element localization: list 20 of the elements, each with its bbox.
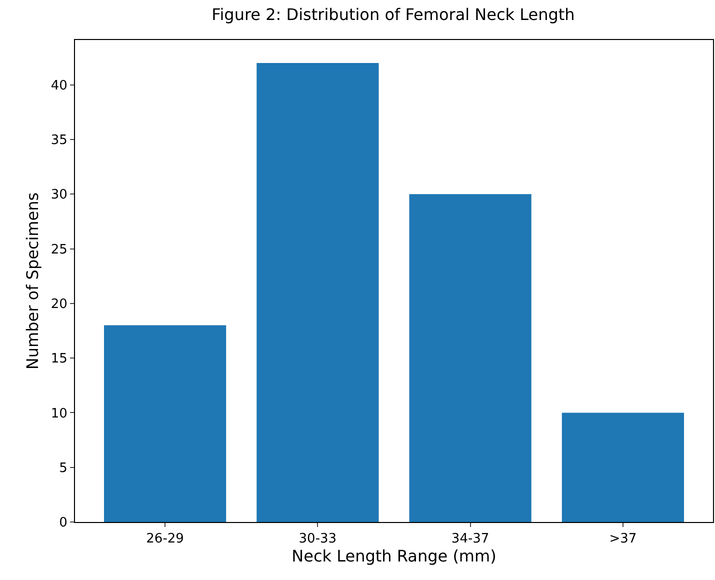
x-tick-label: 26-29 [146,532,184,547]
x-tick-label: >37 [609,532,637,547]
y-tick-label: 5 [59,460,68,476]
y-axis-title: Number of Specimens [22,192,42,370]
y-tick-label: 35 [50,133,68,148]
y-tick-label: 10 [50,406,68,422]
y-tick-label: 40 [50,78,68,94]
y-tick-label: 20 [50,296,68,312]
x-tick-label: 34-37 [451,532,490,547]
y-tick-label: 15 [50,352,68,367]
y-tick-label: 30 [50,188,68,203]
bar [409,194,532,522]
x-axis-title: Neck Length Range (mm) [292,546,496,566]
x-tick-label: 30-33 [298,532,337,547]
bar [256,62,379,522]
y-tick-label: 25 [50,242,68,258]
bar [104,325,226,522]
bar [562,412,684,522]
y-tick-label: 0 [59,516,68,531]
chart-title: Figure 2: Distribution of Femoral Neck Length [212,4,575,24]
